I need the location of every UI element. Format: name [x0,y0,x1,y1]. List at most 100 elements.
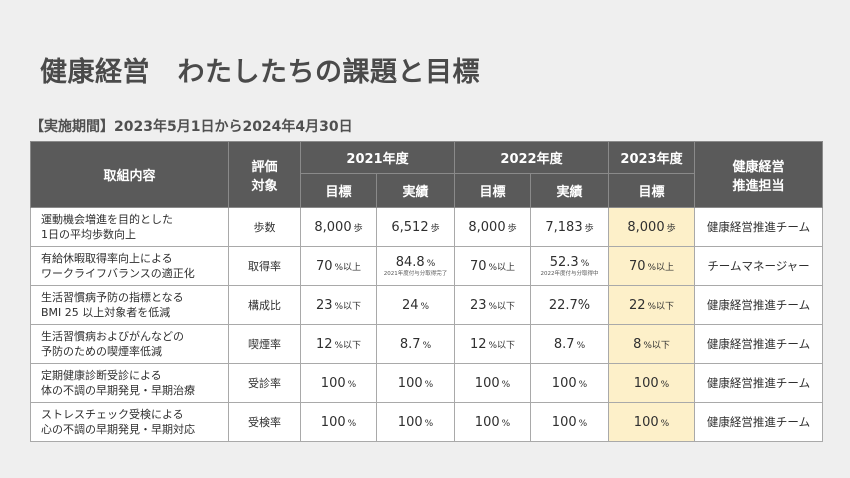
target-2022-cell-value: 100 [474,375,500,391]
table-row: 生活習慣病予防の指標となる BMI 25 以上対象者を低減 構成比 23 %以下 24% 2… [30,285,823,325]
content-line1: 運動機会増進を目的とした [41,213,173,226]
table-row: 定期健康診断受診による 体の不調の早期発見・早期治療 受診率 100% 100% 100%… [30,363,823,403]
actual-2021-cell-value: 24 [401,297,419,313]
actual-2022-cell-unit: % [576,340,586,351]
owner-cell: 健康経営推進チーム [694,324,823,364]
page-title: 健康経営 わたしたちの課題と目標 [40,57,480,88]
table-row: 生活習慣病およびがんなどの 予防のための喫煙率低減 喫煙率 12 %以下 8.7% 12 %以… [30,324,823,364]
target-2022-cell-value: 12 [469,336,487,352]
header-2022-actual: 実績 [530,173,609,208]
target-2023-cell: 8,000 歩 [608,207,695,247]
target-2022-cell-unit: %以上 [488,262,516,273]
owner-cell: 健康経営推進チーム [694,363,823,403]
target-2023-cell-value: 70 [628,258,646,274]
content-line1: 定期健康診断受診による [41,369,162,382]
owner-cell: 健康経営推進チーム [694,285,823,325]
eval-cell: 歩数 [228,207,301,247]
actual-2021-cell: 8.7% [376,324,455,364]
target-2021-cell-value: 23 [315,297,333,313]
content-line2: BMI 25 以上対象者を低減 [41,306,171,319]
actual-2022-cell-value: 100 [551,375,577,391]
table-row: 運動機会増進を目的とした 1日の平均歩数向上 歩数 8,000 歩 6,512 歩 8,000… [30,207,823,247]
goals-table: 取組内容 評価 対象 2021年度 2022年度 2023年度 健康経営 推進担… [30,141,823,442]
content-cell: 生活習慣病予防の指標となる BMI 25 以上対象者を低減 [30,285,229,325]
header-eval-line1: 評価 [251,159,278,175]
eval-cell: 取得率 [228,246,301,286]
target-2023-cell-value: 8,000 [627,219,665,235]
actual-2021-cell-unit: % [424,418,434,429]
actual-2022-cell-note: 2022年度付与分取得中 [540,270,599,277]
target-2021-cell: 100% [300,363,377,403]
actual-2022-cell: 8.7% [530,324,609,364]
target-2021-cell-unit: 歩 [353,223,363,234]
content-cell: 定期健康診断受診による 体の不調の早期発見・早期治療 [30,363,229,403]
actual-2021-cell-unit: 歩 [430,223,440,234]
target-2023-cell: 22 %以下 [608,285,695,325]
target-2022-cell-value: 70 [469,258,487,274]
actual-2022-cell-unit: % [580,258,590,269]
target-2023-cell-value: 100 [633,375,659,391]
target-2021-cell-unit: % [347,418,357,429]
target-2022-cell-unit: 歩 [507,223,517,234]
target-2022-cell-value: 8,000 [468,219,506,235]
target-2022-cell: 70 %以上 [454,246,531,286]
content-line2: 予防のための喫煙率低減 [41,345,162,358]
owner-cell: 健康経営推進チーム [694,207,823,247]
target-2021-cell: 100% [300,402,377,442]
actual-2021-cell-unit: % [424,379,434,390]
target-2023-cell-unit: %以下 [647,301,675,312]
actual-2022-cell: 7,183 歩 [530,207,609,247]
target-2021-cell-unit: %以下 [334,301,362,312]
actual-2021-cell-unit: % [426,258,436,269]
target-2022-cell-unit: % [501,418,511,429]
target-2022-cell: 100% [454,402,531,442]
eval-cell: 構成比 [228,285,301,325]
target-2021-cell-value: 100 [320,375,346,391]
actual-2022-cell: 22.7% [530,285,609,325]
target-2022-cell: 100% [454,363,531,403]
actual-2022-cell: 52.3% 2022年度付与分取得中 [530,246,609,286]
target-2023-cell-unit: % [660,418,670,429]
target-2022-cell-unit: %以下 [488,340,516,351]
actual-2021-cell: 100% [376,363,455,403]
actual-2021-cell-note: 2021年度付与分取得完了 [383,270,448,277]
content-cell: 生活習慣病およびがんなどの 予防のための喫煙率低減 [30,324,229,364]
target-2023-cell: 100% [608,402,695,442]
target-2021-cell-unit: % [347,379,357,390]
owner-cell: チームマネージャー [694,246,823,286]
actual-2021-cell-value: 100 [397,414,423,430]
target-2021-cell-unit: %以上 [334,262,362,273]
table-header: 取組内容 評価 対象 2021年度 2022年度 2023年度 健康経営 推進担… [30,141,823,208]
implementation-period: 【実施期間】2023年5月1日から2024年4月30日 [30,119,353,135]
target-2023-cell-unit: % [660,379,670,390]
target-2022-cell-unit: % [501,379,511,390]
target-2023-cell-value: 8 [633,336,642,352]
eval-cell: 受診率 [228,363,301,403]
actual-2022-cell-unit: 歩 [584,223,594,234]
target-2023-cell: 8 %以下 [608,324,695,364]
content-line2: 1日の平均歩数向上 [41,228,136,241]
actual-2022-cell-value: 52.3 [549,254,579,270]
actual-2022-cell: 100% [530,363,609,403]
target-2022-cell: 23 %以下 [454,285,531,325]
actual-2021-cell-value: 84.8 [395,254,425,270]
content-cell: 運動機会増進を目的とした 1日の平均歩数向上 [30,207,229,247]
actual-2021-cell-value: 6,512 [391,219,429,235]
target-2023-cell-unit: %以上 [647,262,675,273]
target-2023-cell-unit: 歩 [666,223,676,234]
header-content: 取組内容 [30,141,229,208]
actual-2021-cell: 6,512 歩 [376,207,455,247]
actual-2021-cell-value: 100 [397,375,423,391]
content-line1: 生活習慣病予防の指標となる [41,291,184,304]
target-2023-cell: 100% [608,363,695,403]
actual-2022-cell-value: 8.7 [553,336,575,352]
table-row: ストレスチェック受検による 心の不調の早期発見・早期対応 受検率 100% 100% 10… [30,402,823,442]
content-line1: 生活習慣病およびがんなどの [41,330,184,343]
actual-2021-cell: 100% [376,402,455,442]
actual-2021-cell: 24% [376,285,455,325]
eval-cell: 受検率 [228,402,301,442]
target-2022-cell: 12 %以下 [454,324,531,364]
actual-2022-cell-unit: % [578,379,588,390]
header-owner-line2: 推進担当 [732,178,785,194]
